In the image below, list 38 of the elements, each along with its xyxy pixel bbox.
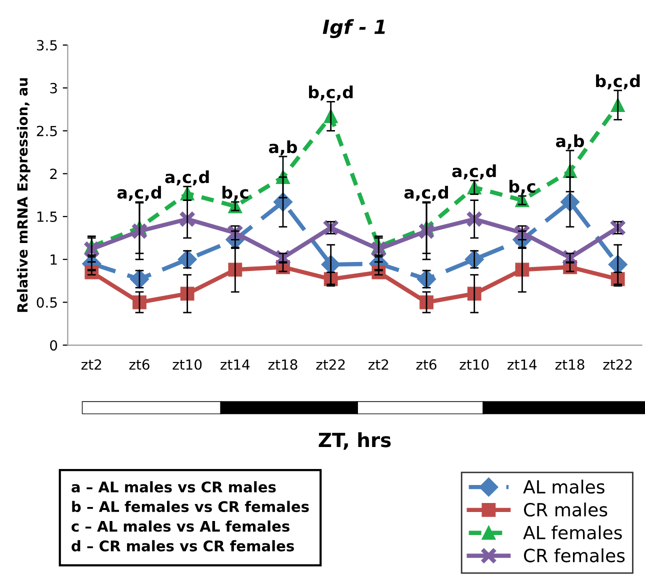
x-tick-label: zt2 <box>81 359 102 370</box>
y-tick-label: 2.5 <box>36 126 57 136</box>
y-tick-label: 3.5 <box>36 40 57 51</box>
y-tick-label: 2 <box>50 168 57 179</box>
x-axis-title: ZT, hrs <box>318 432 391 450</box>
text: a – AL males vs CR males b – AL females vs CR females c – AL males vs AL females d – CR males vs CR females <box>72 481 309 552</box>
annotation: a,c,d <box>117 186 161 201</box>
x-tick-label: zt10 <box>460 359 489 370</box>
y-tick-label: 0 <box>50 340 58 351</box>
y-tick-label: 3 <box>50 82 57 94</box>
y-tick-label: 0.5 <box>36 297 57 308</box>
x-tick-label: zt22 <box>316 359 345 370</box>
x-tick-label: zt2 <box>368 359 388 370</box>
chart-title: Igf - 1 <box>322 19 385 38</box>
legend-label: CR males <box>524 502 608 517</box>
annotation: b,c <box>222 186 248 201</box>
annotation: a,c,d <box>452 164 496 180</box>
legend-label: CR females <box>524 548 625 562</box>
x-tick-label: zt22 <box>603 359 632 370</box>
annotation: b,c,d <box>596 74 640 90</box>
annotation: a,b <box>268 140 297 156</box>
x-tick-label: zt6 <box>129 359 150 370</box>
x-tick-label: zt10 <box>172 359 202 370</box>
y-tick-label: 1 <box>50 254 57 265</box>
annotation: a,b <box>556 134 584 150</box>
y-axis-title: Relative mRNA Expression, au <box>16 78 30 312</box>
annotation: a,c,d <box>165 170 209 186</box>
annotation: b,c,d <box>309 86 353 101</box>
x-tick-label: zt14 <box>508 359 537 370</box>
legend-label: AL males <box>523 480 604 494</box>
x-tick-label: zt14 <box>220 359 250 370</box>
x-tick-label: zt6 <box>416 359 436 370</box>
x-tick-label: zt18 <box>555 359 584 370</box>
annotation: a,c,d <box>404 186 448 201</box>
legend-label: AL females <box>523 525 622 540</box>
x-tick-label: zt18 <box>268 359 298 370</box>
y-tick-label: 1.5 <box>37 212 57 222</box>
annotation: b,c <box>510 180 536 195</box>
